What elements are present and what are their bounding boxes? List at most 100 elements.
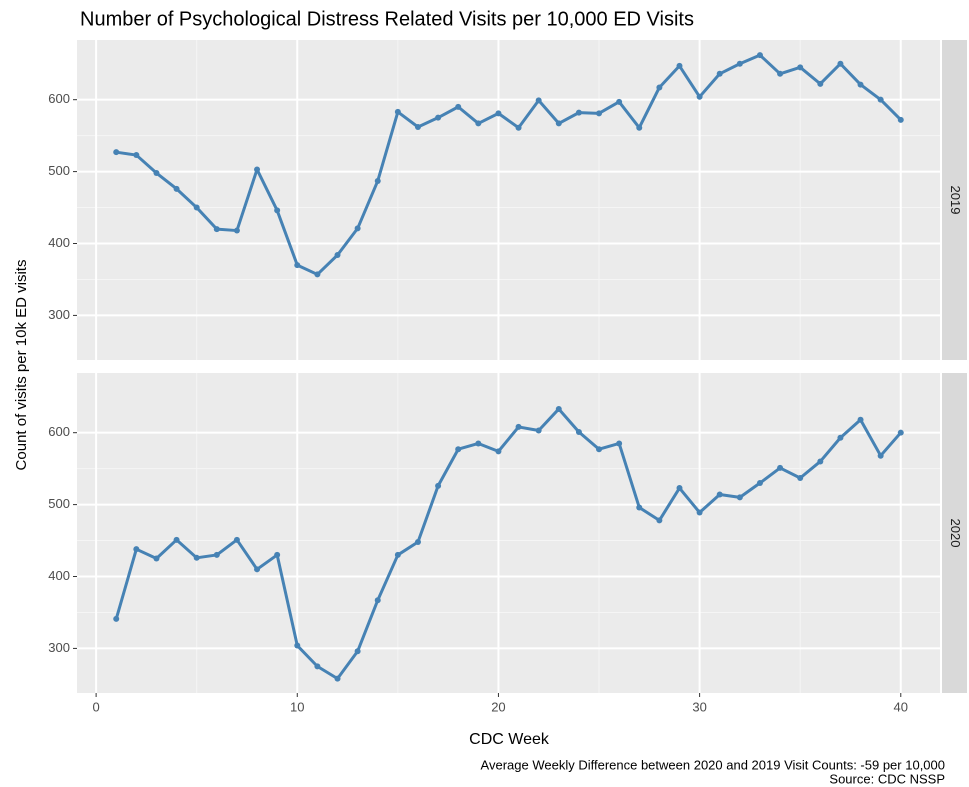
data-point — [254, 566, 261, 573]
data-point — [314, 271, 321, 278]
data-point — [455, 446, 462, 453]
data-point — [334, 675, 341, 682]
data-point — [153, 170, 160, 177]
data-point — [394, 551, 401, 558]
data-point — [897, 429, 904, 436]
data-point — [294, 262, 301, 269]
panel-background — [77, 40, 940, 360]
data-point — [173, 185, 180, 192]
series-line — [114, 407, 902, 681]
data-point — [817, 458, 824, 465]
data-point — [736, 494, 743, 501]
data-point — [857, 81, 864, 88]
data-point — [777, 70, 784, 77]
data-point — [193, 204, 200, 211]
data-point — [777, 464, 784, 471]
caption: Source: CDC NSSP — [829, 771, 945, 786]
data-point — [113, 615, 120, 622]
data-point — [696, 509, 703, 516]
data-point — [435, 114, 442, 121]
data-point — [877, 96, 884, 103]
data-point — [857, 416, 864, 423]
x-tick-label: 20 — [491, 699, 505, 714]
data-point — [676, 62, 683, 69]
data-point — [716, 491, 723, 498]
data-point — [636, 504, 643, 511]
data-point — [334, 252, 341, 259]
y-tick-label: 500 — [48, 163, 70, 178]
data-point — [354, 225, 361, 232]
data-point — [837, 60, 844, 67]
data-point — [656, 517, 663, 524]
x-tick-label: 10 — [290, 699, 304, 714]
data-point — [797, 474, 804, 481]
y-tick-label: 300 — [48, 307, 70, 322]
data-point — [274, 207, 281, 214]
data-point — [495, 448, 502, 455]
data-point — [173, 536, 180, 543]
panel-background — [77, 373, 940, 693]
data-point — [656, 84, 663, 91]
data-point — [455, 103, 462, 110]
data-point — [374, 597, 381, 604]
data-point — [797, 64, 804, 71]
data-point — [414, 124, 421, 131]
data-point — [233, 227, 240, 234]
y-tick-label: 400 — [48, 568, 70, 583]
data-point — [354, 648, 361, 655]
data-point — [193, 554, 200, 561]
data-point — [756, 52, 763, 59]
data-point — [877, 452, 884, 459]
data-point — [535, 97, 542, 104]
data-point — [616, 440, 623, 447]
data-point — [495, 110, 502, 117]
data-point — [736, 60, 743, 67]
data-point — [475, 440, 482, 447]
data-point — [837, 434, 844, 441]
caption: Average Weekly Difference between 2020 a… — [481, 757, 945, 772]
data-point — [435, 482, 442, 489]
facet-strip — [942, 373, 967, 693]
series-line — [116, 53, 902, 276]
data-point — [394, 108, 401, 115]
data-point — [555, 120, 562, 127]
chart-title: Number of Psychological Distress Related… — [80, 8, 694, 30]
y-tick-label: 500 — [48, 496, 70, 511]
data-point — [233, 536, 240, 543]
x-tick-label: 0 — [92, 699, 99, 714]
data-point — [575, 428, 582, 435]
data-point — [616, 98, 623, 105]
data-point — [596, 110, 603, 117]
y-axis-label: Count of visits per 10k ED visits — [13, 260, 30, 471]
data-point — [213, 226, 220, 233]
data-point — [113, 149, 120, 156]
data-point — [636, 124, 643, 131]
data-point — [515, 124, 522, 131]
x-tick-label: 30 — [692, 699, 706, 714]
data-point — [213, 551, 220, 558]
x-tick-label: 40 — [894, 699, 908, 714]
data-point — [575, 109, 582, 116]
data-point — [756, 480, 763, 487]
data-point — [254, 166, 261, 173]
data-point — [716, 70, 723, 77]
facet-strip — [942, 40, 967, 360]
data-point — [696, 93, 703, 100]
data-point — [133, 152, 140, 159]
data-point — [676, 485, 683, 492]
data-point — [133, 546, 140, 553]
facet-label: 2019 — [948, 186, 963, 215]
data-point — [374, 177, 381, 184]
data-point — [515, 423, 522, 430]
data-point — [596, 446, 603, 453]
data-point — [414, 538, 421, 545]
y-tick-label: 600 — [48, 424, 70, 439]
data-point — [274, 551, 281, 558]
data-point — [897, 116, 904, 123]
y-tick-label: 600 — [48, 91, 70, 106]
data-point — [817, 80, 824, 87]
data-point — [475, 120, 482, 127]
data-point — [555, 405, 562, 412]
